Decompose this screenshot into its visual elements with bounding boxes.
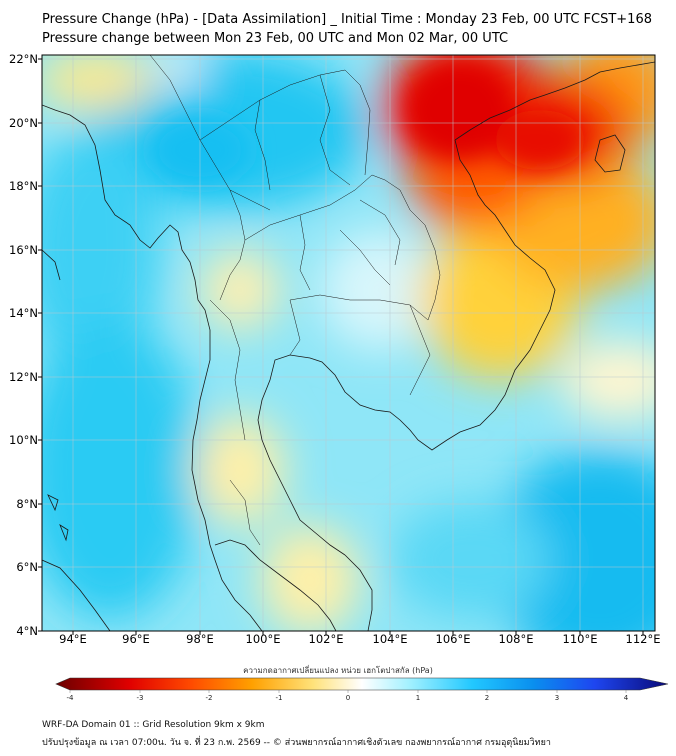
lon-label: 94°E [59,632,87,646]
lat-label: 18°N [9,179,38,193]
lon-label: 100°E [245,632,281,646]
lon-label: 112°E [625,632,661,646]
map-frame [41,54,656,632]
admin-borders [149,55,441,546]
colorbar-scale [55,677,669,691]
lat-label: 4°N [16,624,38,638]
lon-label: 102°E [308,632,344,646]
pressure-field [42,55,655,631]
colorbar-tick: -3 [136,694,144,702]
colorbar-tick: 2 [484,694,490,702]
lon-label: 110°E [562,632,598,646]
lat-label: 6°N [16,560,38,574]
colorbar-tick: -2 [205,694,213,702]
colorbar-tick: -1 [275,694,283,702]
map-subtitle: Pressure change between Mon 23 Feb, 00 U… [42,31,509,46]
footer-update-credit: ปรับปรุงข้อมูล ณ เวลา 07:00น. วัน จ. ที่… [42,738,551,748]
colorbar-tick: 1 [415,694,421,702]
colorbar-tick: 4 [623,694,629,702]
lat-label: 8°N [16,497,38,511]
colorbar-tick: 3 [554,694,560,702]
coastlines [42,61,655,631]
map-title: Pressure Change (hPa) - [Data Assimilati… [42,12,652,27]
graticule [42,55,655,631]
lat-label: 20°N [9,116,38,130]
lon-label: 98°E [186,632,214,646]
lon-label: 104°E [372,632,408,646]
lat-label: 10°N [9,433,38,447]
colorbar [55,677,669,693]
lon-label: 96°E [122,632,150,646]
lat-label: 12°N [9,370,38,384]
lat-label: 22°N [9,52,38,66]
lat-label: 16°N [9,243,38,257]
footer-model-info: WRF-DA Domain 01 :: Grid Resolution 9km … [42,720,265,730]
lon-label: 108°E [498,632,534,646]
colorbar-tick: 0 [345,694,351,702]
colorbar-tick: -4 [66,694,74,702]
lat-label: 14°N [9,306,38,320]
colorbar-label: ความกดอากาศเปลี่ยนแปลง หน่วย เฮกโตปาสกัล… [243,666,433,675]
lon-label: 106°E [435,632,471,646]
